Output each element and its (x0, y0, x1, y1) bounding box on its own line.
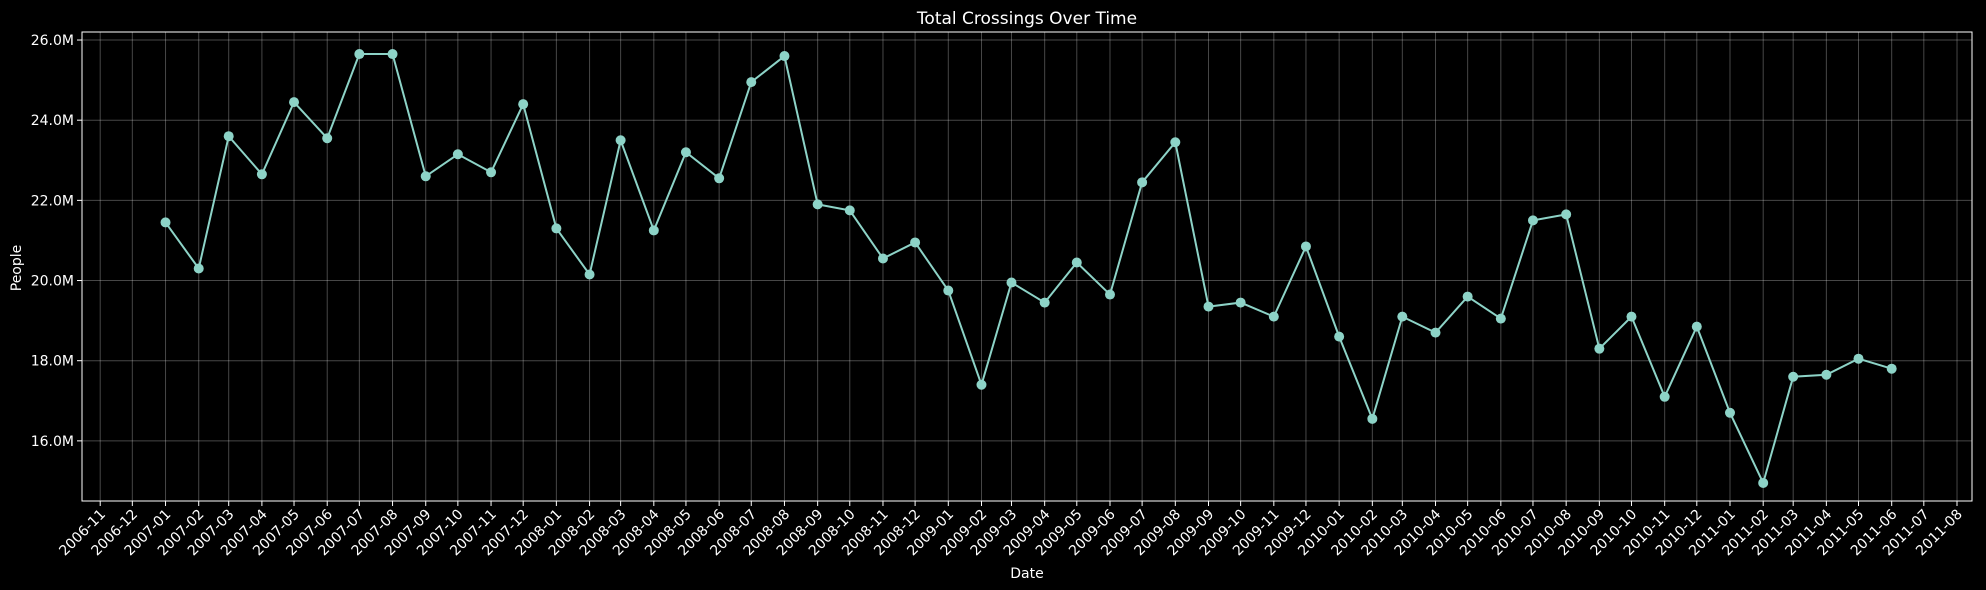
data-point (1170, 137, 1181, 148)
data-point (877, 253, 888, 264)
data-point (1071, 257, 1082, 268)
data-point (1758, 477, 1769, 488)
data-point (648, 225, 659, 236)
data-point (1527, 215, 1538, 226)
data-point (1462, 291, 1473, 302)
data-point (322, 133, 333, 144)
data-point (746, 77, 757, 88)
data-point (1626, 311, 1637, 322)
y-tick-label: 16.0M (31, 434, 74, 450)
data-point (1268, 311, 1279, 322)
y-axis-label: People (9, 245, 25, 292)
data-point (289, 97, 300, 108)
data-point (354, 49, 365, 60)
data-point (1367, 413, 1378, 424)
data-point (680, 147, 691, 158)
y-tick-label: 18.0M (31, 354, 74, 370)
data-point (1659, 391, 1670, 402)
data-point (779, 51, 790, 62)
data-point (256, 169, 267, 180)
data-point (452, 149, 463, 160)
chart-title: Total Crossings Over Time (916, 9, 1137, 29)
data-point (1397, 311, 1408, 322)
data-point (714, 173, 725, 184)
data-point (1821, 369, 1832, 380)
data-point (1886, 363, 1897, 374)
data-point (193, 263, 204, 274)
y-tick-label: 20.0M (31, 274, 74, 290)
series-line (164, 53, 1892, 486)
data-point (1430, 327, 1441, 338)
data-point (223, 131, 234, 142)
data-point (1006, 277, 1017, 288)
data-point (1039, 297, 1050, 308)
data-point (1853, 353, 1864, 364)
data-point (910, 237, 921, 248)
data-point (518, 99, 529, 110)
plot-area-frame (81, 31, 1973, 502)
data-point (1137, 177, 1148, 188)
data-point (584, 269, 595, 280)
data-point (1203, 301, 1214, 312)
data-point (812, 199, 823, 210)
data-point (943, 285, 954, 296)
data-point (486, 167, 497, 178)
y-tick-label: 26.0M (31, 33, 74, 49)
data-point (1235, 297, 1246, 308)
data-point (1334, 331, 1345, 342)
y-axis: 16.0M 18.0M 20.0M 22.0M 24.0M 26.0M (31, 33, 82, 450)
data-point (1300, 241, 1311, 252)
data-point (1724, 407, 1735, 418)
data-point (387, 49, 398, 60)
data-point (1594, 343, 1605, 354)
data-point (844, 205, 855, 216)
data-point (420, 171, 431, 182)
series-layer (160, 49, 1897, 488)
y-tick-label: 22.0M (31, 193, 74, 209)
data-point (1104, 289, 1115, 300)
data-point (1788, 371, 1799, 382)
data-point (1691, 321, 1702, 332)
data-point (615, 135, 626, 146)
grid-lines (82, 32, 1972, 501)
data-point (551, 223, 562, 234)
x-axis-label: Date (1010, 566, 1043, 582)
data-point (160, 217, 171, 228)
data-point (1561, 209, 1572, 220)
data-point (1495, 313, 1506, 324)
data-point (976, 379, 987, 390)
y-tick-label: 24.0M (31, 113, 74, 129)
